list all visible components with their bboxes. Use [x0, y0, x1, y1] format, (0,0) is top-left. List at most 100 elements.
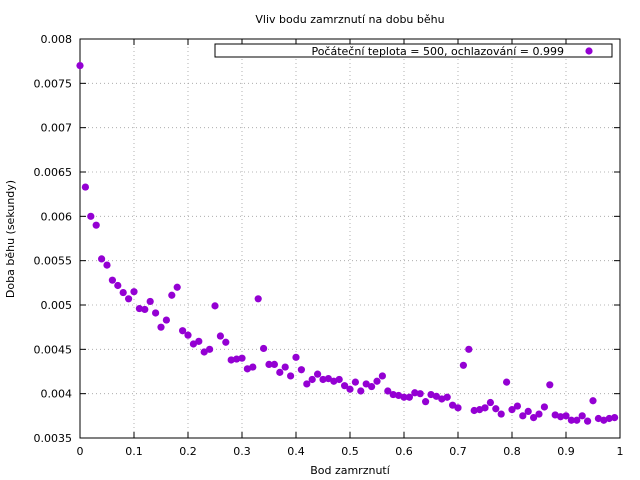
data-point: [233, 355, 241, 363]
y-tick-label: 0.005: [41, 299, 73, 312]
data-point: [486, 398, 494, 407]
data-point: [303, 380, 311, 388]
y-tick-label: 0.0045: [34, 343, 73, 356]
data-point: [249, 363, 257, 371]
data-point: [573, 416, 581, 424]
data-point: [335, 375, 343, 384]
chart-title: Vliv bodu zamrznutí na dobu běhu: [255, 13, 444, 26]
data-point: [481, 404, 489, 412]
y-tick-label: 0.008: [41, 33, 73, 46]
data-point: [465, 345, 473, 353]
data-point: [146, 297, 154, 306]
y-axis-title: Doba běhu (sekundy): [4, 180, 17, 298]
data-point: [211, 302, 219, 310]
data-point: [605, 414, 613, 423]
data-point: [519, 412, 527, 420]
x-tick-label: 0.3: [233, 445, 251, 458]
data-point: [438, 395, 446, 403]
data-point: [589, 397, 597, 405]
x-tick-label: 0.7: [449, 445, 467, 458]
data-point: [314, 370, 322, 378]
data-point: [227, 356, 235, 364]
data-point: [330, 377, 338, 385]
data-point: [184, 331, 192, 339]
data-point: [513, 402, 522, 410]
data-point: [535, 410, 543, 418]
x-tick-label: 0.2: [179, 445, 197, 458]
data-point: [281, 363, 289, 371]
data-point: [459, 361, 467, 369]
data-point: [270, 360, 278, 369]
data-point: [470, 406, 478, 415]
data-point: [476, 406, 484, 414]
data-point: [578, 412, 586, 420]
data-point: [157, 323, 165, 331]
data-point: [405, 393, 413, 401]
data-point: [254, 295, 262, 303]
legend-marker: [585, 47, 593, 55]
data-point: [141, 305, 149, 314]
legend: Počáteční teplota = 500, ochlazování = 0…: [214, 43, 613, 58]
data-point: [557, 413, 565, 421]
data-point: [411, 389, 419, 397]
data-point: [422, 398, 430, 406]
data-point: [492, 405, 500, 413]
x-tick-label: 0.6: [395, 445, 413, 458]
data-point: [594, 414, 603, 423]
x-tick-label: 0.8: [503, 445, 521, 458]
data-point: [546, 381, 554, 389]
data-point: [195, 337, 203, 345]
data-point: [384, 387, 392, 395]
data-point: [81, 183, 89, 191]
x-tick-label: 0.9: [557, 445, 575, 458]
data-point: [611, 414, 619, 422]
data-point: [449, 401, 457, 409]
data-point: [443, 393, 451, 401]
x-tick-label: 0: [77, 445, 84, 458]
data-point: [292, 353, 300, 361]
data-point: [400, 393, 408, 401]
data-point: [125, 295, 133, 303]
data-point: [530, 414, 538, 422]
y-tick-label: 0.0065: [34, 166, 73, 179]
legend-box: [214, 43, 613, 58]
data-point: [179, 327, 187, 335]
data-point: [162, 316, 170, 324]
data-point: [351, 378, 359, 386]
y-tick-label: 0.0035: [34, 432, 73, 445]
x-tick-label: 0.4: [287, 445, 305, 458]
y-tick-label: 0.004: [41, 388, 73, 401]
data-point: [152, 309, 160, 317]
data-point: [87, 212, 95, 220]
x-tick-label: 0.5: [341, 445, 359, 458]
data-point: [297, 366, 305, 374]
data-point: [341, 382, 349, 390]
data-point: [114, 281, 122, 290]
data-point: [497, 410, 505, 418]
data-point: [216, 332, 224, 340]
data-point: [308, 375, 316, 384]
data-point: [135, 304, 143, 313]
data-point: [427, 390, 435, 399]
data-point: [103, 261, 111, 269]
data-point: [562, 412, 570, 420]
legend-label: Počáteční teplota = 500, ochlazování = 0…: [311, 45, 564, 58]
data-point: [92, 221, 100, 229]
data-point: [389, 390, 397, 399]
x-tick-label: 0.1: [125, 445, 143, 458]
data-point: [168, 291, 176, 299]
data-point: [567, 416, 576, 424]
data-point: [276, 368, 284, 376]
data-point: [357, 387, 365, 395]
points-layer: [76, 62, 619, 425]
x-axis-title: Bod zamrznutí: [310, 464, 391, 477]
data-point: [98, 255, 106, 263]
data-point: [265, 360, 273, 369]
plot-frame: [79, 38, 621, 439]
data-point: [368, 382, 376, 391]
data-point: [260, 344, 268, 353]
data-point: [416, 390, 424, 398]
grid-layer: [80, 39, 620, 438]
